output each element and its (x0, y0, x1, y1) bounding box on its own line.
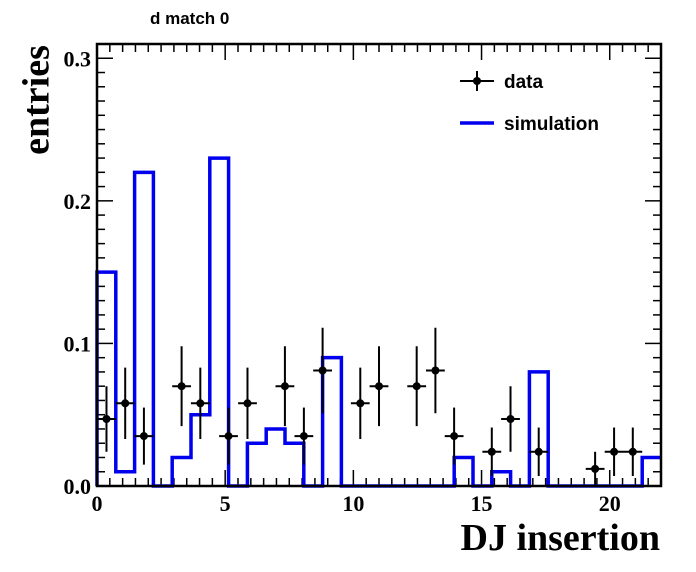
data-point (238, 367, 257, 439)
x-tick-label: 10 (342, 491, 364, 516)
data-point (623, 427, 643, 477)
legend-data-marker (473, 77, 481, 85)
data-point (482, 427, 502, 477)
data-marker (318, 366, 327, 375)
data-point (313, 327, 332, 414)
data-point (426, 327, 445, 414)
data-point (219, 407, 238, 465)
data-point (407, 346, 427, 427)
data-marker (196, 399, 205, 408)
data-marker (299, 432, 308, 441)
y-tick-label: 0.2 (64, 189, 92, 214)
data-point (97, 386, 116, 452)
data-point (294, 407, 314, 465)
legend: data simulation (460, 71, 599, 135)
data-point (190, 367, 210, 439)
data-marker (139, 432, 148, 441)
y-tick-label: 0.0 (64, 474, 92, 499)
x-tick-label: 20 (599, 491, 621, 516)
data-point (350, 367, 370, 439)
data-point (501, 386, 520, 452)
y-tick-label: 0.1 (64, 331, 92, 356)
data-marker (431, 366, 440, 375)
x-tick-label: 5 (220, 491, 231, 516)
data-marker (487, 447, 496, 456)
data-marker (412, 382, 421, 391)
data-marker (177, 382, 186, 391)
data-marker (356, 399, 365, 408)
x-axis-label: DJ insertion (461, 517, 661, 559)
y-axis-label: entries (16, 45, 58, 155)
data-marker (121, 399, 130, 408)
data-marker (450, 432, 459, 441)
data-point (585, 451, 605, 486)
data-marker (375, 382, 383, 391)
simulation-step-line (95, 156, 661, 488)
data-point (115, 367, 135, 439)
axes: 0 5 10 15 20 0.0 0.1 0.2 0.3 (64, 43, 662, 516)
data-point (134, 407, 154, 465)
x-tick-label: 15 (471, 491, 493, 516)
x-tick-label: 0 (92, 491, 103, 516)
legend-data-label: data (504, 72, 544, 93)
data-marker (102, 414, 111, 423)
data-point (529, 427, 549, 477)
data-marker (628, 447, 637, 456)
chart-title: d match 0 (150, 9, 229, 28)
plot-frame (95, 42, 663, 488)
data-point (275, 346, 295, 427)
data-marker (506, 414, 515, 423)
y-tick-label: 0.3 (64, 46, 92, 71)
simulation-series (95, 156, 661, 488)
data-point (172, 346, 191, 427)
data-marker (534, 447, 543, 456)
data-point (604, 427, 624, 477)
data-marker (224, 432, 233, 441)
data-marker (591, 464, 600, 473)
legend-simulation-label: simulation (504, 114, 599, 135)
data-point (444, 407, 464, 465)
data-marker (610, 447, 619, 456)
data-marker (280, 382, 289, 391)
data-marker (243, 399, 252, 408)
data-series (97, 327, 643, 486)
data-point (369, 346, 389, 427)
